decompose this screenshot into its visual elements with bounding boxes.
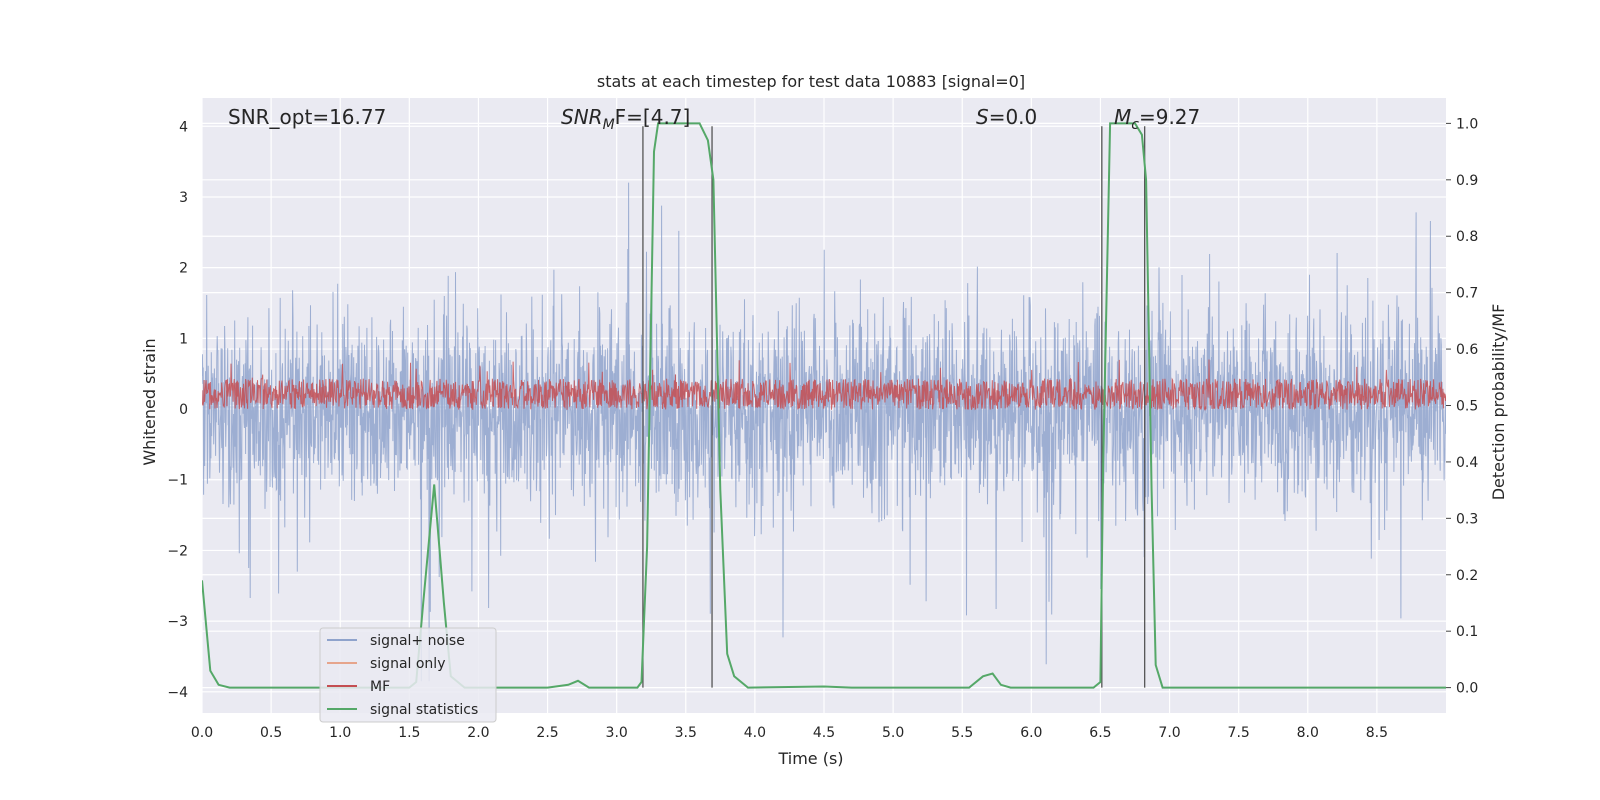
y2-tick-label: 0.8 <box>1456 229 1478 245</box>
y2-tick-label: 0.2 <box>1456 568 1478 584</box>
y-tick-label: 4 <box>179 119 188 135</box>
y2-tick-label: 0.1 <box>1456 624 1478 640</box>
annotation-snr-opt: SNR_opt=16.77 <box>228 105 386 129</box>
x-tick-label: 8.5 <box>1366 725 1388 741</box>
x-tick-label: 6.5 <box>1089 725 1111 741</box>
legend-label-mf: MF <box>370 679 390 695</box>
x-tick-label: 3.5 <box>675 725 697 741</box>
y-tick-label: −4 <box>167 685 188 701</box>
x-axis-label: Time (s) <box>777 749 843 768</box>
y-tick-label: −3 <box>167 614 188 630</box>
x-tick-label: 5.0 <box>882 725 904 741</box>
chart-title: stats at each timestep for test data 108… <box>597 72 1025 91</box>
x-tick-label: 7.5 <box>1228 725 1250 741</box>
x-tick-label: 1.5 <box>398 725 420 741</box>
y-tick-label: −1 <box>167 473 188 489</box>
legend-label-signal-only: signal only <box>370 656 445 672</box>
annotation-mc: Mc=9.27 <box>1114 105 1200 133</box>
annotation-s: S=0.0 <box>976 105 1037 129</box>
x-axis-ticks: 0.0 0.5 1.0 1.5 2.0 2.5 3.0 3.5 4.0 4.5 5.0 5.5 6.0 6… <box>191 725 1388 741</box>
legend: signal+ noise signal only MF signal stat… <box>319 627 497 723</box>
y2-tick-label: 0.0 <box>1456 681 1478 697</box>
x-tick-label: 2.0 <box>467 725 489 741</box>
y2-tick-label: 0.9 <box>1456 173 1478 189</box>
y-tick-label: 0 <box>179 402 188 418</box>
y2-tick-label: 0.3 <box>1456 511 1478 527</box>
series-signal-noise <box>202 182 1446 682</box>
y-tick-label: 1 <box>179 331 188 347</box>
series-mf <box>202 359 1446 411</box>
x-tick-label: 6.0 <box>1020 725 1042 741</box>
y-axis-label: Whitened strain <box>140 338 159 465</box>
y2-tick-label: 0.5 <box>1456 399 1478 415</box>
x-tick-label: 0.5 <box>260 725 282 741</box>
x-tick-label: 3.0 <box>606 725 628 741</box>
x-tick-label: 7.0 <box>1158 725 1180 741</box>
y-tick-label: −2 <box>167 543 188 559</box>
legend-label-stats: signal statistics <box>370 702 478 718</box>
x-tick-label: 5.5 <box>951 725 973 741</box>
legend-label-noise: signal+ noise <box>370 633 465 649</box>
y-tick-label: 3 <box>179 190 188 206</box>
x-tick-label: 2.5 <box>536 725 558 741</box>
x-tick-label: 1.0 <box>329 725 351 741</box>
series-signal-statistics <box>202 122 1446 689</box>
x-tick-label: 4.5 <box>813 725 835 741</box>
x-tick-label: 4.0 <box>744 725 766 741</box>
y-tick-label: 2 <box>179 261 188 277</box>
y2-tick-label: 0.7 <box>1456 286 1478 302</box>
y2-axis-ticks: 0.0 0.1 0.2 0.3 0.4 0.5 0.6 0.7 0.8 0.9 1.0 <box>1446 116 1478 697</box>
x-tick-label: 8.0 <box>1297 725 1319 741</box>
y2-tick-label: 0.4 <box>1456 455 1478 471</box>
y-axis-ticks: 4 3 2 1 0 −1 −2 −3 −4 <box>167 119 188 701</box>
y2-axis-label: Detection probability/MF <box>1489 304 1508 501</box>
y2-tick-label: 1.0 <box>1456 116 1478 132</box>
x-tick-label: 0.0 <box>191 725 213 741</box>
annotation-snr-mf: SNRMF=[4.7] <box>561 105 690 133</box>
legend-frame <box>319 627 497 723</box>
y2-tick-label: 0.6 <box>1456 342 1478 358</box>
